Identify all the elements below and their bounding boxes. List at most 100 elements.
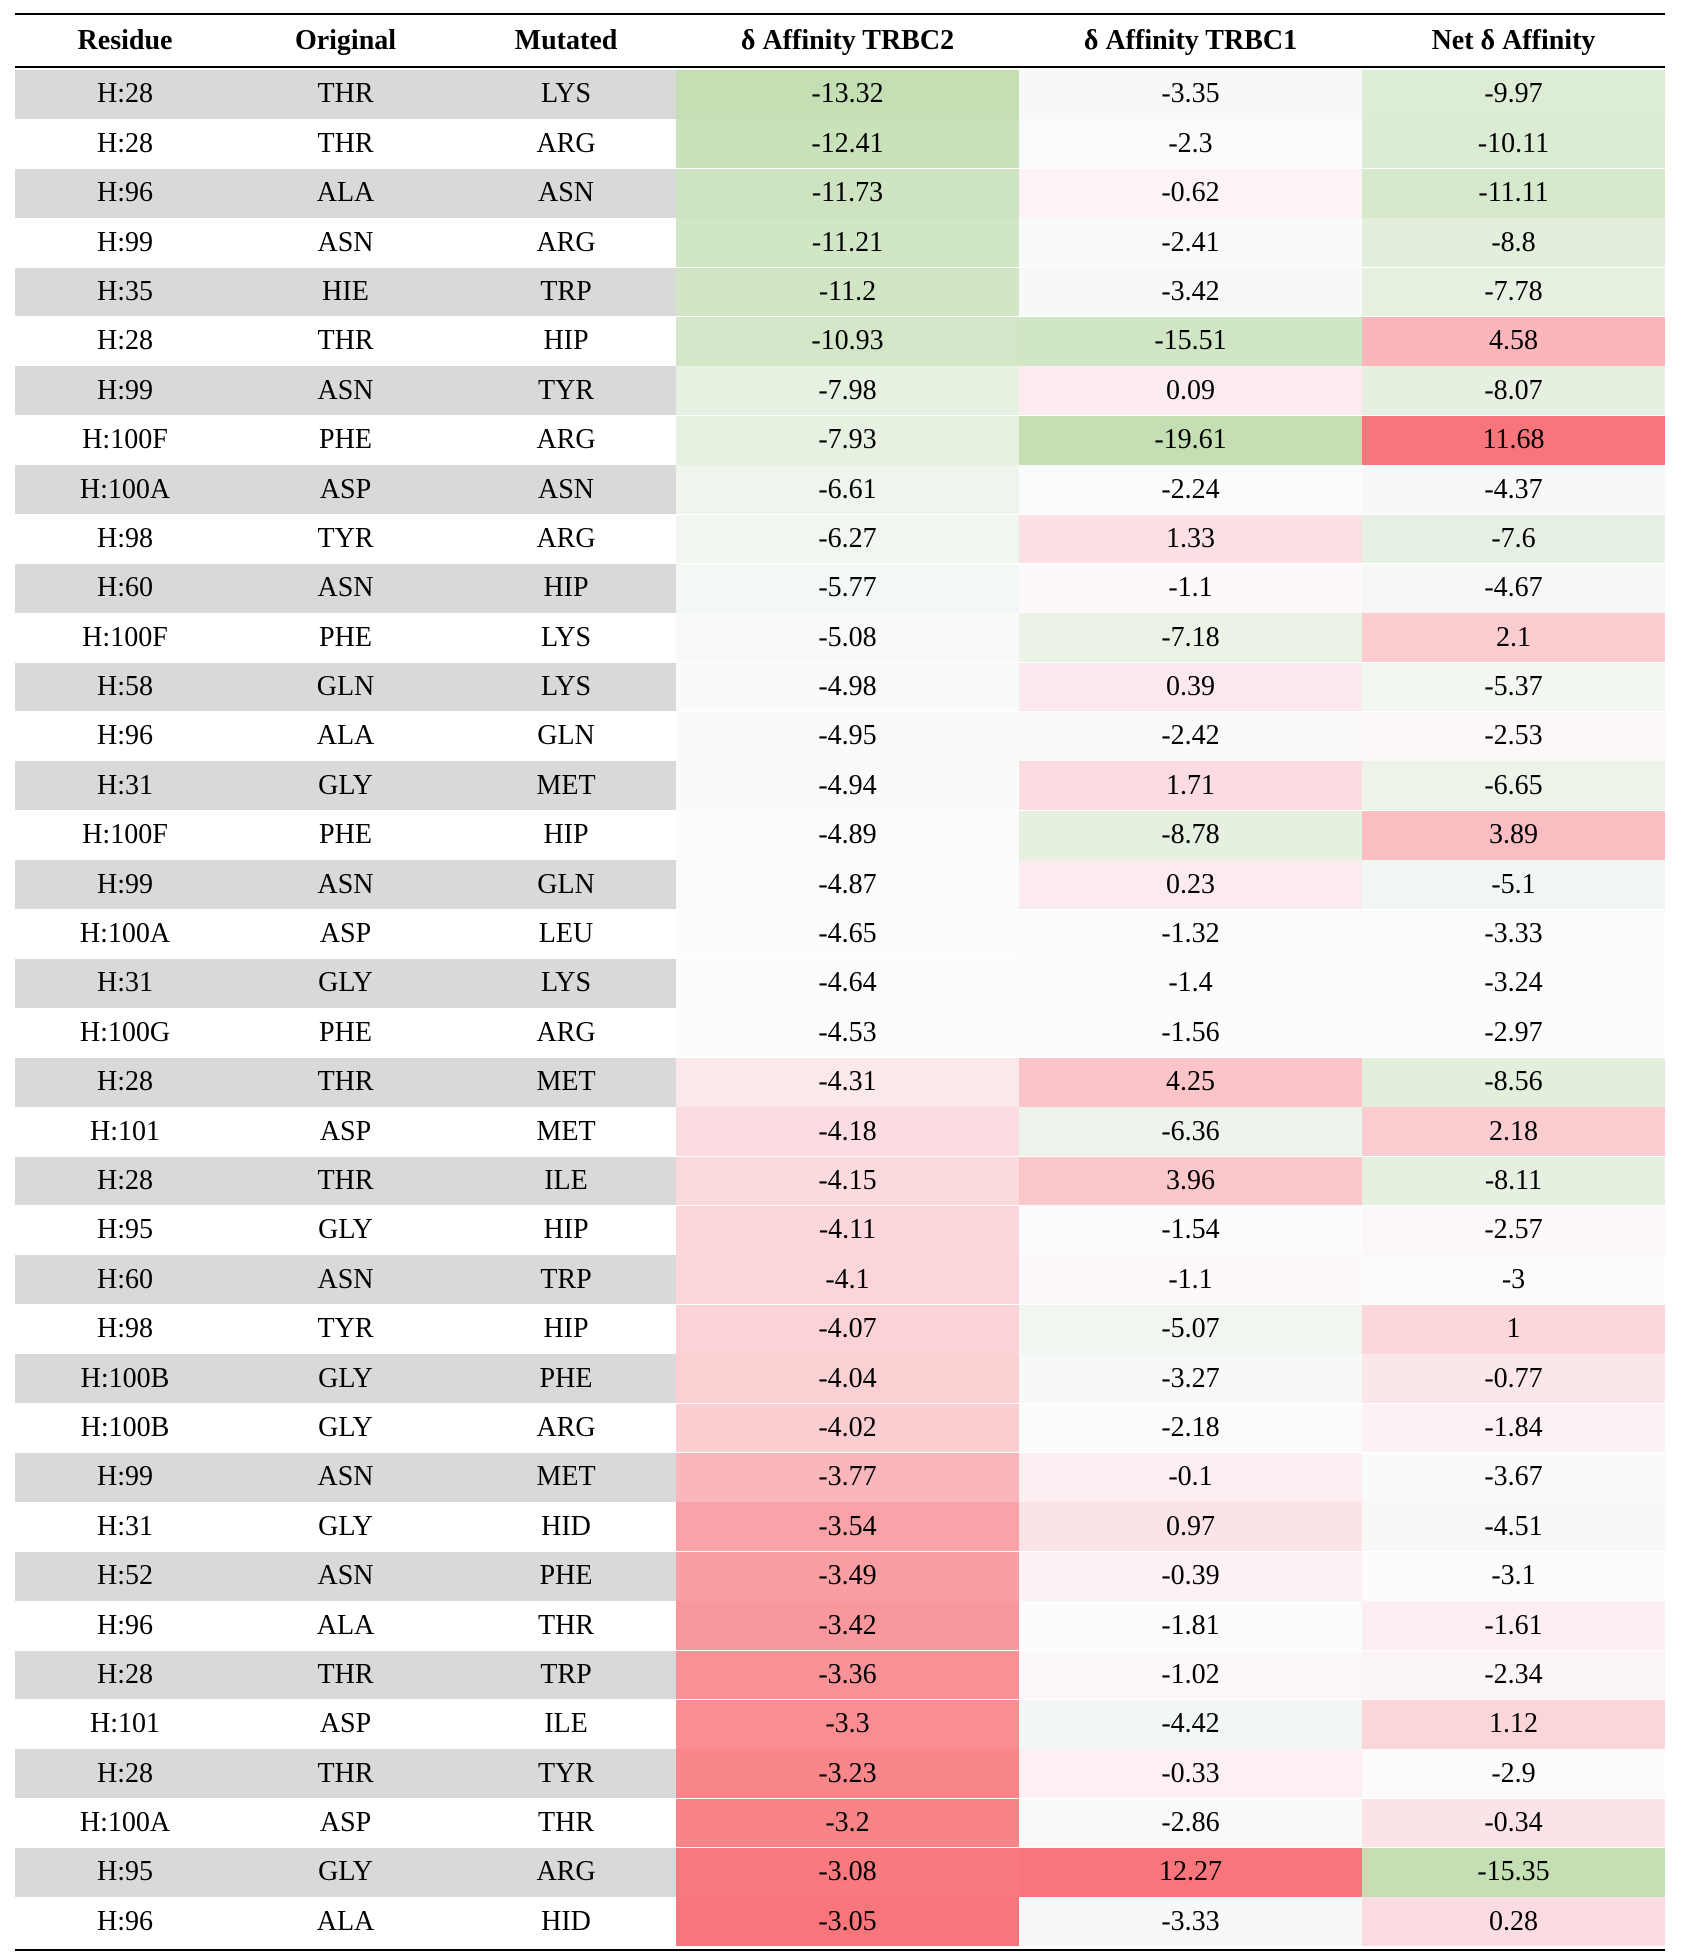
cell-original: THR [235, 1156, 456, 1206]
cell-affinity-trbc1: -1.81 [1019, 1601, 1362, 1650]
cell-affinity-trbc2: -3.3 [676, 1699, 1019, 1749]
cell-net-affinity: -2.53 [1362, 712, 1665, 761]
cell-affinity-trbc2: -5.77 [676, 563, 1019, 613]
cell-affinity-trbc2: -11.73 [676, 168, 1019, 218]
cell-affinity-trbc2: -4.07 [676, 1304, 1019, 1354]
cell-net-affinity: 2.18 [1362, 1107, 1665, 1156]
cell-residue: H:60 [15, 1255, 235, 1305]
cell-residue: H:28 [15, 1650, 235, 1700]
cell-residue: H:99 [15, 366, 235, 416]
cell-mutated: THR [538, 1609, 594, 1641]
cell-affinity-trbc1: -1.02 [1019, 1650, 1362, 1700]
cell-original: ASP [319, 1708, 372, 1740]
cell-mutated: THR [538, 1807, 594, 1839]
cell-original: GLY [235, 1354, 456, 1403]
table-row: H:28 THR TRP -3.36 -1.02 -2.34 [15, 1650, 1665, 1700]
cell-residue: H:100B [80, 1411, 170, 1443]
cell-affinity-trbc1: -3.33 [1019, 1897, 1362, 1947]
cell-affinity-trbc1: -3.42 [1019, 267, 1362, 317]
cell-affinity-trbc1: -4.42 [1019, 1699, 1362, 1749]
cell-affinity-trbc1: 12.27 [1019, 1848, 1362, 1897]
cell-net-affinity: -1.61 [1362, 1601, 1665, 1650]
cell-original: ASN [317, 226, 374, 258]
table-row: H:99 ASN MET -3.77 -0.1 -3.67 [15, 1452, 1665, 1502]
top-rule [15, 13, 1665, 15]
cell-net-affinity: 1.12 [1362, 1699, 1665, 1749]
cell-original: THR [235, 70, 456, 119]
cell-affinity-trbc2: -4.31 [676, 1057, 1019, 1107]
cell-mutated: TYR [456, 1749, 676, 1799]
cell-mutated: ARG [536, 127, 596, 159]
cell-original: THR [317, 325, 374, 357]
cell-affinity-trbc1: -19.61 [1019, 415, 1362, 465]
cell-net-affinity: -8.11 [1362, 1156, 1665, 1206]
cell-net-affinity: 11.68 [1362, 415, 1665, 465]
cell-residue: H:101 [90, 1708, 160, 1740]
cell-affinity-trbc1: 1.33 [1019, 514, 1362, 564]
cell-net-affinity: -10.11 [1362, 119, 1665, 169]
cell-net-affinity: -3.33 [1362, 909, 1665, 959]
cell-affinity-trbc1: -2.3 [1019, 119, 1362, 169]
cell-affinity-trbc1: -1.32 [1019, 909, 1362, 959]
cell-residue: H:31 [97, 1510, 153, 1542]
cell-affinity-trbc1: -0.62 [1019, 168, 1362, 218]
cell-residue: H:28 [15, 1057, 235, 1107]
cell-affinity-trbc2: -3.23 [676, 1749, 1019, 1799]
cell-affinity-trbc2: -4.64 [676, 959, 1019, 1008]
cell-mutated: MET [456, 1057, 676, 1107]
cell-net-affinity: -7.78 [1362, 267, 1665, 317]
cell-affinity-trbc2: -4.15 [676, 1156, 1019, 1206]
table-row: H:28 THR HIP -10.93 -15.51 4.58 [15, 316, 1665, 366]
table-row: H:100F PHE ARG -7.93 -19.61 11.68 [15, 415, 1665, 465]
table-row: H:28 THR MET -4.31 4.25 -8.56 [15, 1057, 1665, 1107]
cell-net-affinity: -8.56 [1362, 1057, 1665, 1107]
cell-mutated: HID [541, 1905, 591, 1937]
cell-mutated: MET [456, 1452, 676, 1502]
cell-affinity-trbc1: -0.39 [1019, 1551, 1362, 1601]
cell-mutated: PHE [456, 1551, 676, 1601]
cell-mutated: GLN [537, 720, 595, 752]
cell-mutated: HIP [543, 1313, 589, 1345]
cell-original: GLY [318, 1411, 373, 1443]
cell-original: THR [235, 1057, 456, 1107]
cell-original: GLY [318, 1510, 373, 1542]
cell-mutated: ARG [536, 1016, 596, 1048]
table-row: H:101 ASP ILE -3.3 -4.42 1.12 [15, 1699, 1665, 1749]
cell-affinity-trbc2: -4.94 [676, 761, 1019, 811]
cell-affinity-trbc2: -3.36 [676, 1650, 1019, 1700]
table-row: H:58 GLN LYS -4.98 0.39 -5.37 [15, 662, 1665, 712]
cell-net-affinity: 4.58 [1362, 316, 1665, 366]
cell-net-affinity: -3.1 [1362, 1551, 1665, 1601]
cell-residue: H:100F [82, 621, 168, 653]
cell-affinity-trbc1: -2.18 [1019, 1403, 1362, 1453]
cell-net-affinity: -15.35 [1362, 1848, 1665, 1897]
cell-mutated: HIP [543, 1214, 589, 1246]
cell-mutated: ARG [536, 226, 596, 258]
table-row: H:100F PHE LYS -5.08 -7.18 2.1 [15, 613, 1665, 663]
cell-residue: H:95 [97, 1214, 153, 1246]
table-row: H:95 GLY HIP -4.11 -1.54 -2.57 [15, 1205, 1665, 1255]
cell-residue: H:100A [79, 918, 171, 950]
cell-affinity-trbc2: -3.2 [676, 1798, 1019, 1848]
cell-mutated: ILE [456, 1156, 676, 1206]
table-row: H:101 ASP MET -4.18 -6.36 2.18 [15, 1107, 1665, 1156]
cell-net-affinity: -2.34 [1362, 1650, 1665, 1700]
cell-net-affinity: -7.6 [1362, 514, 1665, 564]
header-net-affinity: Net δ Affinity [1431, 24, 1596, 56]
cell-residue: H:101 [90, 1115, 160, 1147]
cell-affinity-trbc2: -4.95 [676, 712, 1019, 761]
cell-residue: H:96 [97, 1905, 153, 1937]
cell-residue: H:100F [82, 819, 168, 851]
cell-mutated: ARG [536, 424, 596, 456]
cell-original: PHE [319, 1016, 372, 1048]
table-row: H:28 THR ARG -12.41 -2.3 -10.11 [15, 119, 1665, 169]
cell-residue: H:28 [97, 127, 153, 159]
header-residue: Residue [77, 24, 173, 56]
table-row: H:98 TYR HIP -4.07 -5.07 1 [15, 1304, 1665, 1354]
table-row: H:98 TYR ARG -6.27 1.33 -7.6 [15, 514, 1665, 564]
cell-residue: H:28 [15, 1749, 235, 1799]
cell-mutated: HIP [456, 563, 676, 613]
cell-affinity-trbc1: 1.71 [1019, 761, 1362, 811]
cell-affinity-trbc1: -2.24 [1019, 465, 1362, 514]
cell-mutated: HIP [543, 819, 589, 851]
